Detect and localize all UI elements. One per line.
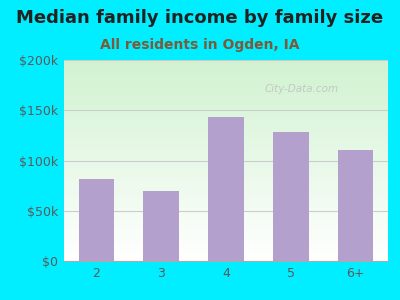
Bar xyxy=(143,191,179,261)
Bar xyxy=(273,132,309,261)
Bar xyxy=(338,150,374,261)
Bar xyxy=(78,178,114,261)
Text: All residents in Ogden, IA: All residents in Ogden, IA xyxy=(100,38,300,52)
Text: City-Data.com: City-Data.com xyxy=(265,84,339,94)
Text: Median family income by family size: Median family income by family size xyxy=(16,9,384,27)
Bar xyxy=(208,117,244,261)
